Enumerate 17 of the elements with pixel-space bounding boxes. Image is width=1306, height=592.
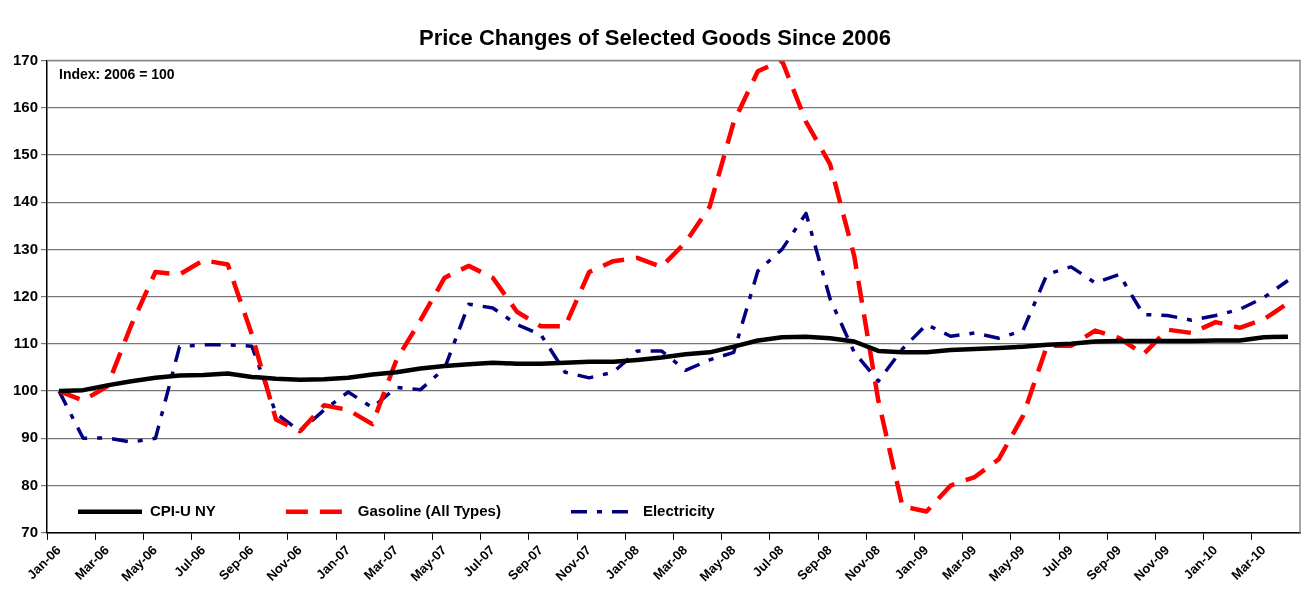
y-tick-label: 120 [13, 286, 39, 304]
y-tick-label: 110 [13, 333, 39, 351]
legend-label: CPI-U NY [150, 501, 216, 519]
y-tick-label: 80 [21, 475, 39, 493]
legend-label: Gasoline (All Types) [357, 501, 501, 519]
y-tick-label: 160 [13, 97, 39, 115]
annotation: Index: 2006 = 100 [59, 66, 175, 83]
y-tick-label: 70 [21, 522, 39, 540]
line-series [57, 211, 1290, 444]
y-tick-label: 170 [13, 50, 39, 68]
y-tick-label: 140 [13, 192, 39, 210]
y-tick-label: 150 [13, 145, 39, 163]
chart-title: Price Changes of Selected Goods Since 2006 [419, 25, 891, 51]
y-tick-label: 90 [21, 428, 39, 446]
legend-label: Electricity [642, 501, 716, 519]
y-tick-label: 130 [13, 239, 39, 257]
y-tick-label: 100 [13, 381, 39, 399]
